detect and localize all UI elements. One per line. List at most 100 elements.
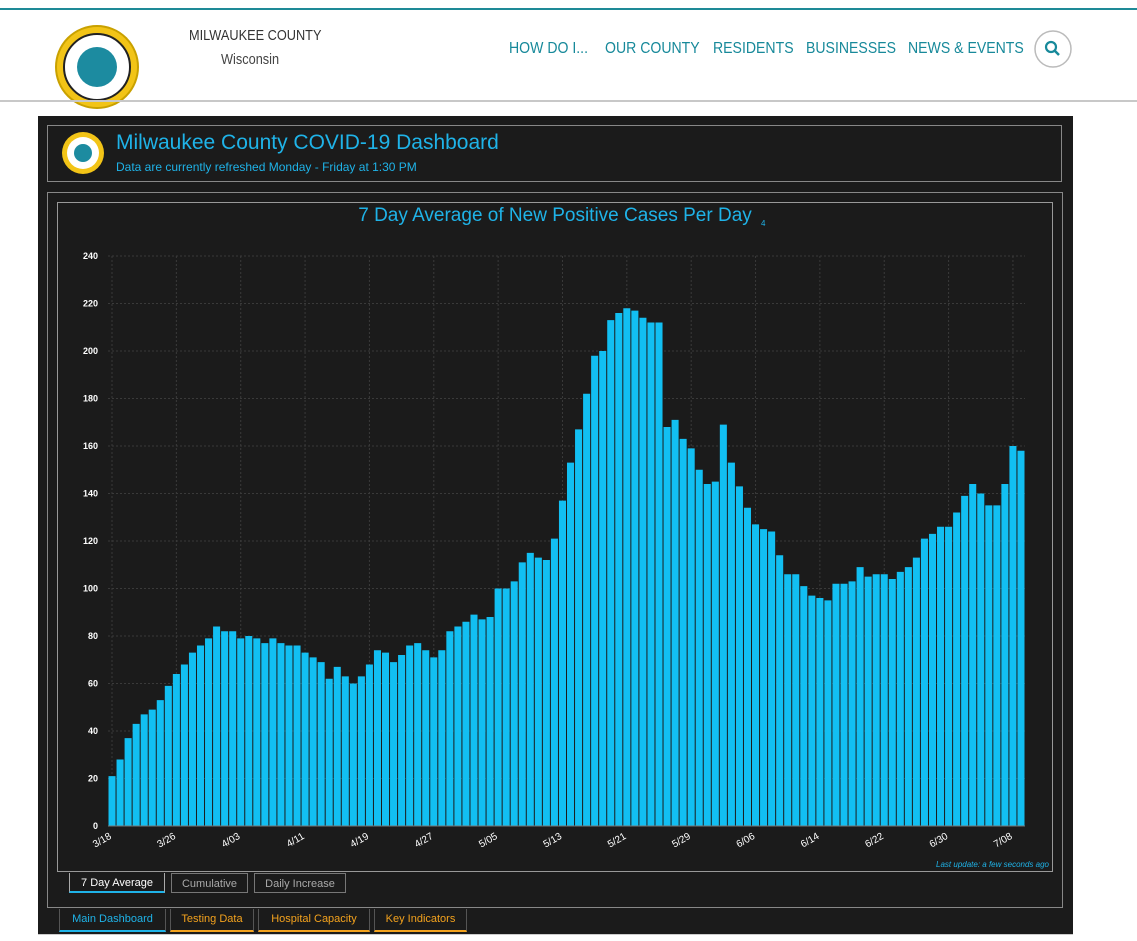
page-tab[interactable]: Hospital Capacity <box>258 909 370 932</box>
bar <box>494 588 502 826</box>
bar <box>502 588 510 826</box>
bar <box>406 645 414 826</box>
nav-link[interactable]: OUR COUNTY <box>605 40 700 57</box>
bar <box>349 683 357 826</box>
bar <box>245 636 253 826</box>
bar <box>140 714 148 826</box>
x-tick-label: 4/19 <box>349 831 372 850</box>
bar <box>390 662 398 826</box>
bar <box>977 493 985 826</box>
bar <box>534 557 542 826</box>
bar <box>937 526 945 826</box>
bar <box>961 495 969 826</box>
bar <box>478 619 486 826</box>
bar <box>277 643 285 826</box>
nav-link[interactable]: HOW DO I... <box>509 40 589 57</box>
y-tick-label: 20 <box>88 774 98 784</box>
chart-panel <box>47 192 1063 908</box>
bar <box>928 533 937 826</box>
bar <box>1001 484 1009 826</box>
x-tick-label: 6/14 <box>799 831 822 850</box>
bar <box>719 424 727 826</box>
nav-link[interactable]: BUSINESSES <box>806 40 896 57</box>
x-tick-label: 3/26 <box>156 831 179 850</box>
y-tick-label: 180 <box>83 394 98 404</box>
bar <box>180 664 188 826</box>
bar <box>164 685 172 826</box>
search-button[interactable] <box>1032 29 1074 71</box>
bar <box>438 650 446 826</box>
y-tick-label: 240 <box>83 251 98 261</box>
bar <box>301 652 309 826</box>
x-tick-label: 4/11 <box>285 831 307 850</box>
bar <box>381 652 390 826</box>
bar <box>365 664 373 826</box>
bar <box>196 645 205 826</box>
x-tick-label: 5/29 <box>670 831 693 850</box>
bar <box>253 638 261 826</box>
chart-frame <box>57 202 1053 872</box>
x-tick-label: 7/08 <box>992 831 1015 850</box>
x-tick-label: 5/05 <box>477 831 500 850</box>
bar <box>993 505 1001 826</box>
bar <box>727 462 735 826</box>
bar <box>188 652 196 826</box>
chart-tab[interactable]: 7 Day Average <box>69 873 165 893</box>
bar <box>912 557 920 826</box>
last-update: Last update: a few seconds ago <box>936 860 1050 869</box>
bar <box>550 538 558 826</box>
bar <box>945 526 953 826</box>
dashboard-title: Milwaukee County COVID-19 Dashboard <box>116 131 499 154</box>
bar <box>462 621 470 826</box>
bar <box>792 574 800 826</box>
bar <box>840 583 848 826</box>
y-tick-label: 160 <box>83 441 98 451</box>
x-tick-label: 4/03 <box>220 831 243 850</box>
bar <box>760 529 768 826</box>
dashboard-subtitle: Data are currently refreshed Monday - Fr… <box>116 160 417 174</box>
y-tick-label: 140 <box>83 489 98 499</box>
bar <box>953 512 961 826</box>
chart-tab[interactable]: Cumulative <box>171 873 248 893</box>
bar <box>148 709 156 826</box>
chart-title: 7 Day Average of New Positive Cases Per … <box>358 205 752 226</box>
bar <box>776 555 784 826</box>
page-tab[interactable]: Testing Data <box>170 909 254 932</box>
bar <box>888 579 896 826</box>
bar <box>317 662 325 826</box>
bar <box>904 567 912 826</box>
bar <box>663 427 671 826</box>
page-tab[interactable]: Key Indicators <box>374 909 467 932</box>
bar <box>454 626 462 826</box>
bar <box>784 574 792 826</box>
bar <box>631 310 639 826</box>
x-tick-label: 4/27 <box>413 831 436 850</box>
bar <box>205 638 213 826</box>
bar <box>848 581 856 826</box>
footer-edge <box>38 934 1073 941</box>
bar <box>1009 446 1017 826</box>
bar <box>599 351 607 826</box>
y-tick-label: 40 <box>88 726 98 736</box>
y-tick-label: 0 <box>93 821 98 831</box>
bar <box>615 313 623 826</box>
bar <box>398 655 406 826</box>
y-tick-label: 200 <box>83 346 98 356</box>
bar <box>591 355 599 826</box>
bar <box>414 643 422 826</box>
chart-tab[interactable]: Daily Increase <box>254 873 346 893</box>
bar <box>575 429 583 826</box>
bar <box>422 650 430 826</box>
bar <box>800 586 808 826</box>
bar <box>526 552 534 826</box>
nav-link[interactable]: RESIDENTS <box>713 40 794 57</box>
page-tab[interactable]: Main Dashboard <box>59 909 166 932</box>
nav-link[interactable]: NEWS & EVENTS <box>908 40 1024 57</box>
bar <box>124 738 132 826</box>
x-tick-label: 5/21 <box>606 831 629 850</box>
bar <box>743 507 752 826</box>
bar <box>446 631 454 826</box>
y-tick-label: 120 <box>83 536 98 546</box>
